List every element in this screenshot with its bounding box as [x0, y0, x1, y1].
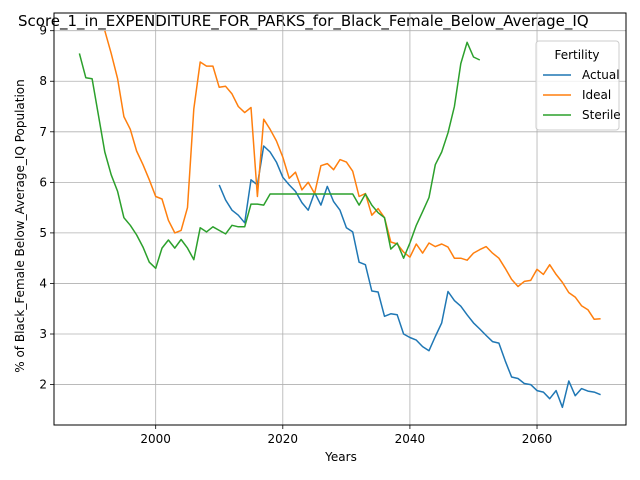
- x-axis-ticks: 2000 2020 2040 2060: [140, 425, 552, 446]
- y-tick-label: 5: [39, 226, 47, 240]
- y-tick-label: 2: [39, 378, 47, 392]
- legend-label-sterile: Sterile: [582, 108, 621, 122]
- series-line-sterile: [78, 41, 481, 270]
- y-tick-label: 6: [39, 175, 47, 189]
- series-line-actual: [218, 145, 601, 409]
- chart-title: Score_1_in_EXPENDITURE_FOR_PARKS_for_Bla…: [18, 12, 589, 31]
- x-axis-label: Years: [324, 450, 357, 464]
- plot-area-frame: [53, 12, 627, 426]
- legend-title: Fertility: [554, 48, 599, 62]
- y-axis-ticks: 2 3 4 5 6 7 8 9: [39, 24, 54, 392]
- y-tick-label: 4: [39, 276, 47, 290]
- grid: [54, 13, 626, 425]
- y-tick-label: 7: [39, 125, 47, 139]
- y-axis-label: % of Black_Female Below_Average_IQ Popul…: [13, 79, 27, 373]
- y-tick-label: 9: [39, 24, 47, 38]
- legend: Fertility Actual Ideal Sterile: [535, 40, 621, 131]
- y-tick-label: 3: [39, 327, 47, 341]
- legend-label-actual: Actual: [582, 68, 620, 82]
- legend-items: Actual Ideal Sterile: [543, 68, 621, 122]
- x-tick-label: 2000: [140, 432, 171, 446]
- series-line-ideal: [104, 30, 601, 321]
- series-lines: [78, 30, 601, 409]
- legend-label-ideal: Ideal: [582, 88, 611, 102]
- legend-box: [535, 40, 620, 131]
- y-tick-label: 8: [39, 74, 47, 88]
- x-tick-label: 2020: [268, 432, 299, 446]
- x-tick-label: 2040: [395, 432, 426, 446]
- x-tick-label: 2060: [522, 432, 553, 446]
